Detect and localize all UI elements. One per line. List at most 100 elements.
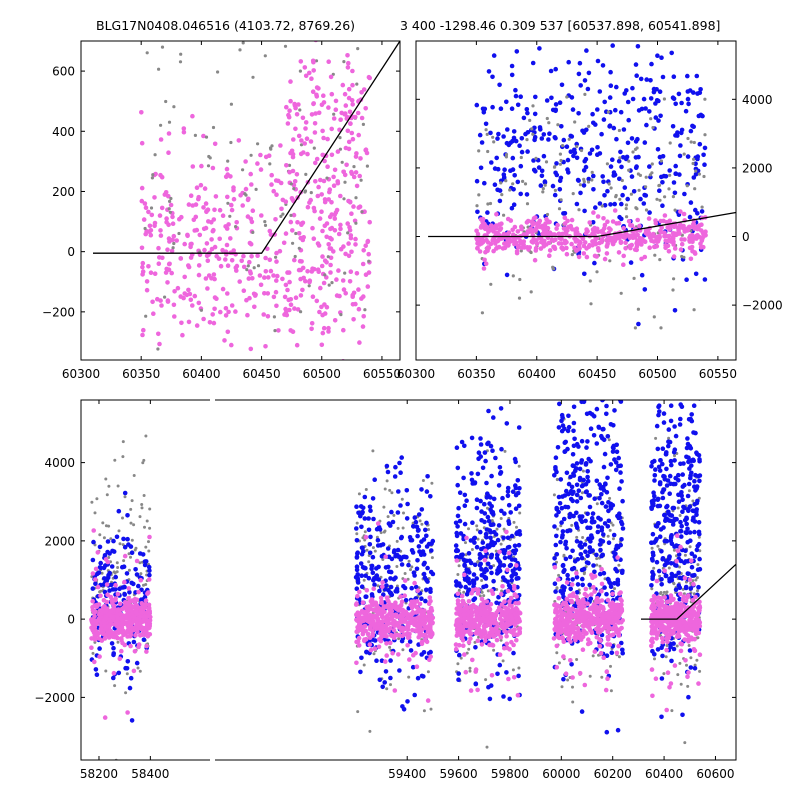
- magenta-data-point: [581, 243, 587, 249]
- magenta-data-point: [460, 638, 466, 643]
- blue-data-point: [557, 501, 563, 506]
- magenta-data-point: [409, 605, 415, 611]
- blue-data-point: [499, 508, 504, 514]
- gray-data-point: [529, 250, 533, 255]
- blue-data-point: [673, 171, 679, 176]
- blue-data-point: [595, 58, 601, 64]
- blue-data-point: [553, 455, 559, 461]
- blue-data-point: [464, 498, 469, 504]
- magenta-data-point: [343, 145, 349, 151]
- blue-data-point: [648, 78, 653, 83]
- magenta-data-point: [276, 178, 281, 184]
- blue-data-point: [568, 149, 574, 154]
- magenta-data-point: [190, 113, 195, 119]
- blue-data-point: [458, 531, 464, 536]
- magenta-data-point: [249, 182, 254, 187]
- gray-data-point: [617, 563, 621, 567]
- magenta-data-point: [322, 199, 328, 205]
- blue-data-point: [587, 504, 593, 510]
- blue-data-point: [482, 450, 488, 455]
- magenta-data-point: [637, 223, 642, 229]
- magenta-data-point: [290, 168, 296, 174]
- magenta-data-point: [584, 227, 589, 232]
- magenta-data-point: [374, 609, 380, 614]
- magenta-data-point: [483, 610, 489, 616]
- gray-data-point: [495, 527, 499, 531]
- gray-data-point: [124, 691, 128, 695]
- blue-data-point: [141, 637, 147, 642]
- magenta-data-point: [554, 226, 559, 231]
- magenta-data-point: [120, 630, 125, 635]
- magenta-data-point: [111, 670, 117, 676]
- blue-data-point: [554, 469, 559, 475]
- blue-data-point: [114, 534, 120, 540]
- magenta-data-point: [345, 53, 350, 58]
- blue-data-point: [485, 441, 490, 447]
- x-tick-label: 60400: [182, 367, 220, 381]
- magenta-data-point: [211, 320, 217, 326]
- gray-data-point: [168, 199, 172, 203]
- magenta-data-point: [475, 638, 481, 644]
- blue-data-point: [553, 589, 558, 594]
- blue-data-point: [619, 216, 624, 222]
- blue-data-point: [584, 48, 589, 53]
- magenta-data-point: [139, 198, 145, 204]
- magenta-data-point: [186, 287, 191, 293]
- blue-data-point: [142, 562, 148, 568]
- blue-data-point: [619, 537, 624, 542]
- blue-data-point: [424, 520, 429, 526]
- blue-data-point: [595, 145, 600, 150]
- blue-data-point: [569, 134, 575, 139]
- blue-data-point: [419, 539, 424, 544]
- blue-data-point: [362, 494, 368, 500]
- blue-data-point: [595, 524, 601, 529]
- gray-data-point: [127, 552, 131, 556]
- gray-data-point: [624, 203, 629, 207]
- magenta-data-point: [518, 238, 523, 244]
- blue-data-point: [363, 573, 369, 578]
- magenta-data-point: [285, 287, 290, 293]
- blue-data-point: [478, 436, 483, 441]
- blue-data-point: [484, 480, 489, 486]
- blue-data-point: [111, 652, 116, 658]
- gray-data-point: [577, 208, 581, 212]
- blue-data-point: [641, 201, 647, 206]
- blue-data-point: [604, 729, 610, 735]
- magenta-data-point: [319, 192, 325, 197]
- magenta-data-point: [185, 233, 190, 239]
- blue-data-point: [660, 74, 666, 80]
- magenta-data-point: [458, 633, 464, 639]
- magenta-data-point: [361, 314, 367, 319]
- blue-data-point: [557, 187, 563, 192]
- magenta-data-point: [366, 604, 372, 609]
- magenta-data-point: [225, 329, 231, 335]
- magenta-data-point: [294, 112, 300, 117]
- blue-data-point: [488, 565, 494, 570]
- magenta-data-point: [402, 593, 408, 598]
- blue-data-point: [385, 469, 391, 475]
- blue-data-point: [419, 673, 425, 679]
- blue-data-point: [579, 438, 585, 444]
- gray-data-point: [668, 141, 672, 145]
- blue-data-point: [611, 170, 617, 175]
- blue-data-point: [563, 556, 569, 562]
- blue-data-point: [597, 89, 603, 94]
- gray-data-point: [385, 687, 389, 691]
- magenta-data-point: [285, 270, 290, 275]
- blue-data-point: [399, 534, 405, 540]
- blue-data-point: [597, 542, 603, 547]
- blue-data-point: [583, 461, 589, 466]
- gray-data-point: [107, 484, 111, 488]
- magenta-data-point: [496, 236, 502, 242]
- gray-data-point: [228, 214, 232, 218]
- blue-data-point: [421, 571, 427, 577]
- gray-data-point: [590, 170, 594, 174]
- magenta-data-point: [495, 631, 501, 637]
- gray-data-point: [545, 116, 549, 121]
- magenta-data-point: [692, 226, 697, 231]
- magenta-data-point: [353, 114, 358, 120]
- magenta-data-point: [331, 174, 336, 180]
- magenta-data-point: [614, 221, 619, 226]
- magenta-data-point: [102, 604, 107, 609]
- model-line: [428, 211, 736, 238]
